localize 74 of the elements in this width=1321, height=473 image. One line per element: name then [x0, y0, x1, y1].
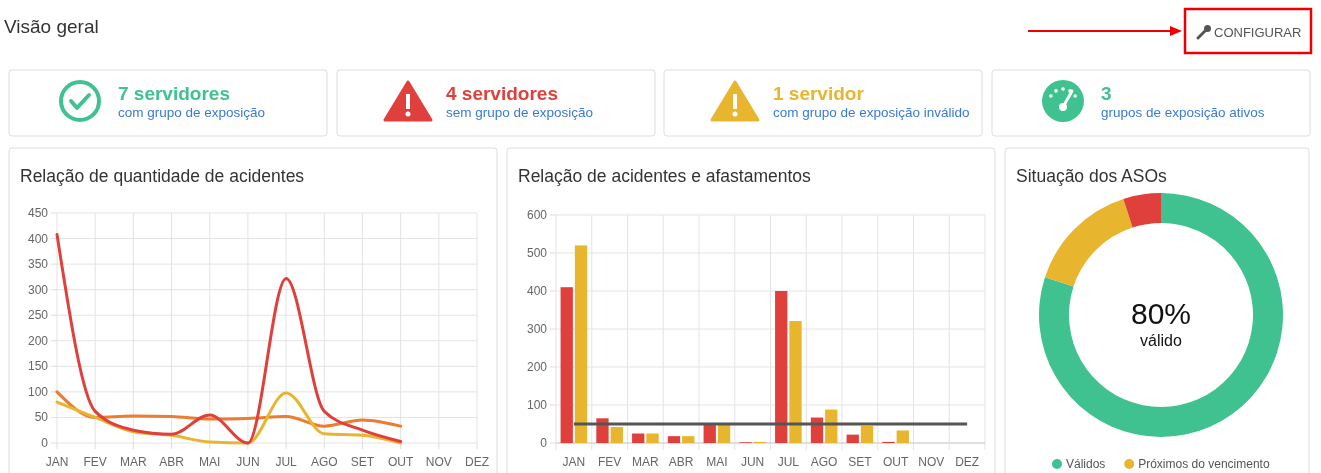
x-tick-label: DEZ [465, 455, 489, 469]
y-tick-label: 600 [526, 208, 548, 222]
bar [682, 436, 695, 443]
y-tick-label: 200 [27, 333, 49, 348]
text: com grupo de exposição inválido [773, 105, 970, 120]
donut-slice [1039, 193, 1283, 437]
y-tick-label: 200 [526, 360, 548, 374]
bar [574, 245, 588, 443]
x-tick-label: MAI [199, 455, 221, 469]
donut-slice [1044, 198, 1133, 287]
chart-title: Relação de acidentes e afastamentos [518, 166, 812, 186]
bar [646, 433, 659, 443]
x-tick-label: ABR [159, 455, 185, 469]
y-tick-label: 400 [526, 284, 548, 298]
x-tick-label: NOV [918, 455, 945, 469]
bar [860, 425, 874, 443]
x-tick-label: SET [848, 455, 873, 469]
x-tick-label: OUT [387, 455, 414, 469]
bar [846, 434, 859, 443]
y-tick-label: 300 [27, 282, 49, 297]
text: sem grupo de exposição [446, 105, 594, 120]
x-tick-label: JUL [275, 455, 298, 469]
legend-label: Próximos do vencimento [1138, 457, 1270, 471]
text: grupos de exposição ativos [1101, 105, 1265, 120]
chart-title: Situação dos ASOs [1016, 166, 1168, 186]
y-tick-label: 150 [27, 359, 49, 374]
text: CONFIGURAR [1214, 25, 1302, 40]
x-tick-label: AGO [810, 455, 838, 469]
text: 4 servidores [446, 83, 558, 104]
bar [560, 287, 573, 443]
bar [896, 430, 909, 443]
x-tick-label: NOV [425, 455, 452, 469]
donut-slice [1123, 193, 1161, 228]
x-tick-label: JAN [562, 455, 586, 469]
bar [789, 321, 802, 443]
text: 3 [1101, 83, 1112, 104]
y-tick-label: 0 [540, 436, 548, 450]
text: 7 servidores [118, 83, 230, 104]
x-tick-label: MAR [120, 455, 148, 469]
y-tick-label: 350 [27, 257, 49, 272]
x-tick-label: AGO [310, 455, 338, 469]
y-tick-label: 450 [27, 206, 49, 220]
x-tick-label: JUN [236, 455, 260, 469]
x-tick-label: ABR [668, 455, 694, 469]
y-tick-label: 300 [526, 322, 548, 336]
y-tick-label: 100 [27, 384, 49, 399]
x-tick-label: JUL [777, 455, 800, 469]
x-tick-label: MAR [632, 455, 660, 469]
y-tick-label: 50 [34, 410, 49, 425]
text: 1 servidor [773, 83, 865, 104]
x-tick-label: MAI [706, 455, 728, 469]
x-tick-label: JAN [45, 455, 69, 469]
bar [632, 433, 645, 443]
bar [775, 291, 788, 443]
y-tick-label: 500 [526, 246, 548, 260]
y-tick-label: 100 [526, 398, 548, 412]
bar [667, 436, 681, 443]
y-tick-label: 0 [41, 436, 49, 450]
text: com grupo de exposição [118, 105, 266, 120]
x-tick-label: DEZ [955, 455, 980, 469]
y-tick-label: 250 [27, 308, 49, 323]
y-tick-label: 400 [27, 231, 49, 246]
text: Visão geral [4, 16, 99, 37]
x-tick-label: SET [350, 455, 375, 469]
line-series [55, 232, 403, 445]
text: 80% [1130, 297, 1192, 330]
chart-title: Relação de quantidade de acidentes [20, 166, 305, 186]
x-tick-label: FEV [83, 455, 107, 469]
x-tick-label: FEV [597, 455, 622, 469]
bar [610, 427, 623, 443]
x-tick-label: OUT [882, 455, 909, 469]
x-tick-label: JUN [740, 455, 765, 469]
text: válido [1140, 332, 1182, 349]
legend-label: Válidos [1066, 457, 1106, 471]
